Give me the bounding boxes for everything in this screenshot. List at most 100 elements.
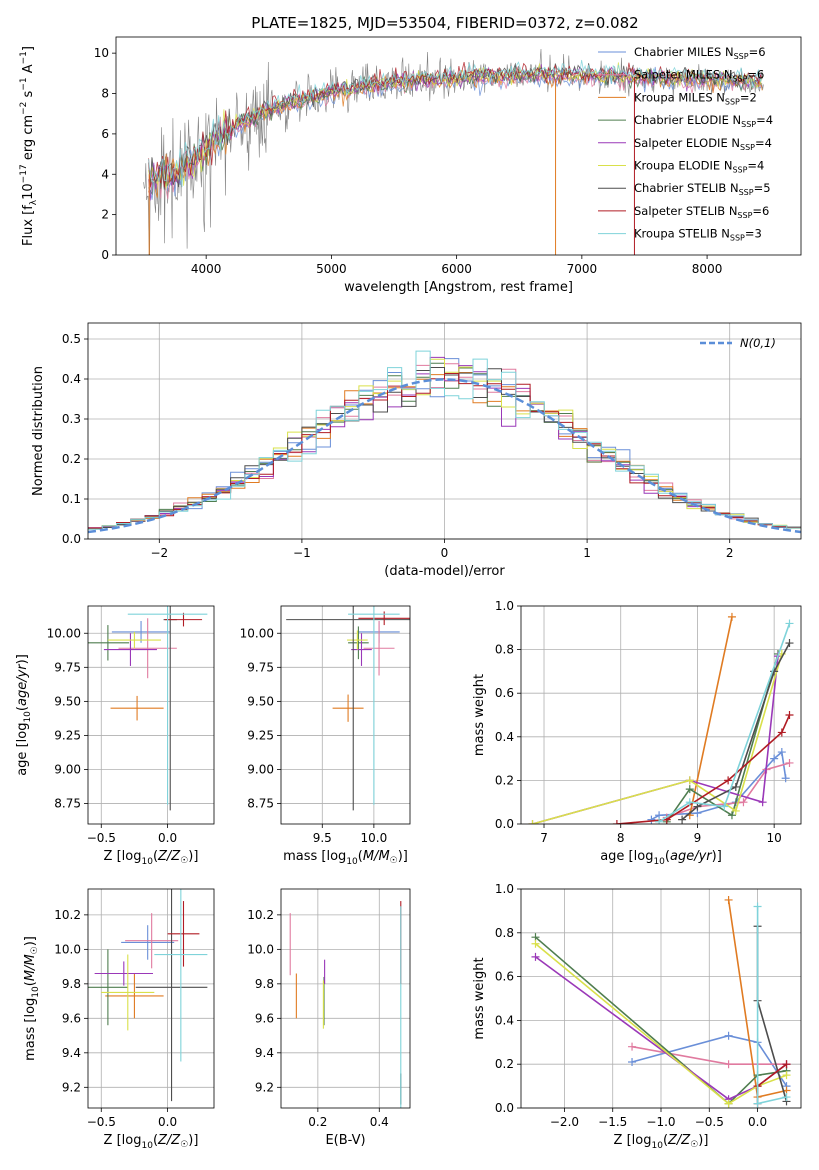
y-tick-label: 9.25 (247, 728, 274, 742)
series-line (631, 1045, 787, 1065)
series-line (534, 943, 787, 1105)
series-chabrier-stelib (753, 922, 791, 1106)
point-marker (724, 895, 733, 904)
point-marker (531, 952, 540, 961)
y-tick-label: 8.75 (247, 797, 274, 811)
label-part: −17 (19, 164, 29, 183)
label-part: ☉ (390, 856, 398, 866)
errorbar-salpeter-stelib (167, 901, 200, 967)
legend-sub: SSP (734, 52, 749, 61)
point-marker (685, 776, 694, 785)
series-kroupa-miles (685, 612, 736, 820)
y-tick-label: 9.50 (54, 694, 81, 708)
label-part: Normed distribution (31, 366, 46, 496)
y-tick-label: 0.0 (495, 817, 514, 831)
grid (88, 606, 214, 824)
label-part: )] (712, 849, 722, 864)
label-part: ☉ (180, 856, 188, 866)
point-marker (781, 774, 790, 783)
label-part: )] (188, 1133, 198, 1148)
axes-frame (87, 888, 215, 1109)
label-part: ( (153, 849, 158, 864)
label-part: 10 (653, 857, 665, 867)
legend: N(0,1) (700, 336, 776, 350)
x-axis-label: age [log10(age/yr)] (600, 849, 722, 867)
y-axis-label: Normed distribution (31, 366, 46, 496)
x-tick-label: −1 (293, 546, 311, 560)
errorbar-kroupa-elodie (101, 954, 155, 1031)
label-part: )] (23, 936, 38, 946)
label-part: ☉ (30, 946, 40, 954)
grid (88, 889, 214, 1108)
x-tick-label: 9 (694, 831, 702, 845)
y-tick-label: 0.6 (495, 970, 514, 984)
grid (281, 606, 410, 824)
errorbar-chabrier-stelib (286, 606, 410, 811)
label-part: ( (23, 981, 38, 986)
label-part: 10 (23, 711, 33, 723)
model-line-salpeter-stelib (148, 62, 763, 188)
point-marker (777, 728, 786, 737)
x-tick-label: 8000 (692, 262, 723, 276)
x-tick-label: −0.5 (87, 831, 116, 845)
errorbar-salpeter-miles (363, 620, 395, 676)
x-tick-label: 10 (767, 831, 782, 845)
mass-vs-ebv-panel: 0.2 0.4 9.2 9.4 9.6 9.8 10.0 10.2 E(B-V) (247, 888, 411, 1148)
label-part: ( (153, 1133, 158, 1148)
y-tick-label: 8.75 (54, 797, 81, 811)
y-tick-label: 4 (101, 167, 109, 181)
x-tick-label: 0.4 (370, 1115, 389, 1129)
axes-frame (115, 36, 802, 256)
y-tick-label: 0.0 (495, 1101, 514, 1115)
x-tick-label: 2 (726, 546, 734, 560)
point-marker (724, 1099, 733, 1108)
y-tick-label: 10.00 (240, 626, 274, 640)
legend-nssp: =6 (749, 45, 766, 59)
y-tick-label: 0.1 (62, 492, 81, 506)
mass-weight-vs-metallicity-panel: −2.0 −1.5 −1.0 −0.5 0.0 0.0 0.2 0.4 0.6 0.8 1.0 Z [… (472, 882, 802, 1151)
axes-frame (520, 888, 802, 1109)
errorbar-chabrier-elodie (348, 626, 369, 660)
point-marker (731, 782, 740, 791)
label-part: λ (29, 199, 39, 205)
label-part: mass weight (472, 674, 487, 756)
age-vs-mass-panel: 9.5 10.0 8.75 9.00 9.25 9.50 9.75 10.00 mass [lo… (240, 605, 411, 867)
x-tick-label: −0.5 (87, 1115, 116, 1129)
y-tick-label: 0.6 (495, 686, 514, 700)
legend-label: Salpeter STELIB NSSP=6 (634, 204, 769, 220)
label-part: ☉ (180, 1140, 188, 1150)
x-tick-label: −2 (150, 546, 168, 560)
point-marker (678, 815, 687, 824)
point-marker (785, 711, 794, 719)
x-tick-label: 7 (540, 831, 548, 845)
point-marker (782, 1071, 791, 1080)
point-marker (758, 798, 767, 807)
y-tick-label: 9.75 (54, 660, 81, 674)
x-tick-label: 0.0 (158, 1115, 177, 1129)
label-part: A (21, 64, 36, 77)
figure-title: PLATE=1825, MJD=53504, FIBERID=0372, z=0… (251, 14, 638, 32)
legend-sub: SSP (730, 234, 745, 243)
y-tick-label: 9.8 (255, 977, 274, 991)
legend-name: Salpeter STELIB N (634, 204, 737, 218)
point-marker (782, 1093, 791, 1102)
y-axis-label: age [log10(age/yr)] (15, 654, 33, 776)
y-tick-label: 9.2 (255, 1080, 274, 1094)
label-part: age [log (600, 849, 653, 864)
plot-area (88, 606, 208, 811)
label-part: Z [log (104, 1133, 142, 1148)
y-tick-label: 1.0 (495, 599, 514, 613)
grid (281, 889, 410, 1108)
errorbar-kroupa-stelib (154, 889, 208, 1062)
legend-name: Chabrier ELODIE N (634, 113, 741, 127)
errorbar-chabrier-miles (121, 925, 175, 960)
x-axis-label: (data-model)/error (384, 564, 505, 579)
x-tick-label: 0.2 (308, 1115, 327, 1129)
y-tick-label: 9.00 (247, 763, 274, 777)
label-part: −2 (19, 102, 29, 115)
legend-sub: SSP (737, 211, 752, 220)
legend-nssp: =6 (747, 68, 764, 82)
point-marker (628, 1058, 637, 1067)
